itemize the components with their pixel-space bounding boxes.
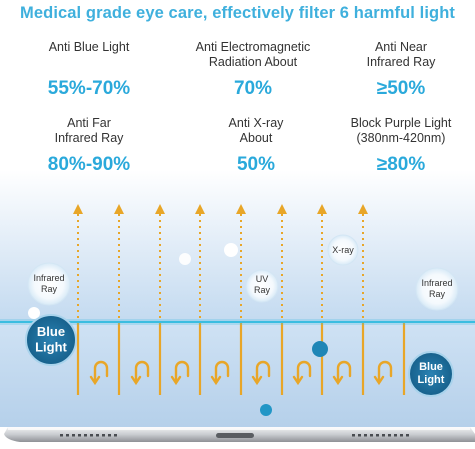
stat-label: Anti Blue Light	[48, 40, 130, 54]
bubble-label: Infrared Ray	[421, 278, 452, 299]
upper-field	[0, 170, 475, 322]
stat-anti-x-ray: Anti X-ray About 50%	[181, 116, 331, 176]
stat-label: Block Purple Light (380nm-420nm)	[350, 116, 452, 145]
stat-anti-blue-light: Anti Blue Light 55%-70%	[14, 40, 164, 100]
return-arrows	[89, 360, 393, 386]
filter-line	[0, 319, 475, 325]
bubble-blue-light-left: Blue Light	[25, 314, 77, 366]
stat-anti-far-infrared: Anti Far Infrared Ray 80%-90%	[14, 116, 164, 176]
bubble-label: X-ray	[332, 245, 354, 255]
stat-value: 80%-90%	[47, 154, 131, 175]
stat-anti-near-infrared: Anti Near Infrared Ray ≥50%	[326, 40, 475, 100]
bubble-label: Infrared Ray	[33, 273, 64, 294]
stat-label: Anti X-ray About	[228, 116, 284, 145]
charging-port	[216, 433, 254, 438]
filter-illustration: Infrared Ray UV Ray X-ray Infrared Ray Blue…	[0, 170, 475, 449]
lower-field	[0, 322, 475, 427]
bubble-infrared-right: Infrared Ray	[415, 267, 459, 311]
stat-label: Anti Far Infrared Ray	[54, 116, 124, 145]
stat-value: ≥50%	[376, 78, 426, 99]
stat-label: Anti Near Infrared Ray	[366, 40, 436, 69]
stat-value: 50%	[236, 154, 276, 175]
stat-value: ≥80%	[376, 154, 426, 175]
bubble-label: Blue Light	[418, 361, 445, 386]
particles	[28, 243, 328, 416]
stat-anti-electromagnetic: Anti Electromagnetic Radiation About 70%	[178, 40, 328, 100]
stat-value: 70%	[233, 78, 273, 99]
bubble-uv: UV Ray	[245, 269, 279, 303]
bubble-infrared-left: Infrared Ray	[27, 262, 71, 306]
lower-dividers	[76, 322, 406, 395]
bubble-x-ray: X-ray	[327, 234, 359, 266]
speaker-grille-right	[352, 434, 409, 437]
stat-label: Anti Electromagnetic Radiation About	[195, 40, 311, 69]
stat-block-purple-light: Block Purple Light (380nm-420nm) ≥80%	[326, 116, 475, 176]
stat-value: 55%-70%	[47, 78, 131, 99]
bubble-label: UV Ray	[254, 274, 271, 295]
speaker-grille-left	[60, 434, 117, 437]
headline: Medical grade eye care, effectively filt…	[20, 4, 455, 22]
bubble-label: Blue Light	[35, 324, 67, 355]
bubble-blue-light-right: Blue Light	[408, 351, 454, 397]
tablet-device	[4, 427, 475, 442]
